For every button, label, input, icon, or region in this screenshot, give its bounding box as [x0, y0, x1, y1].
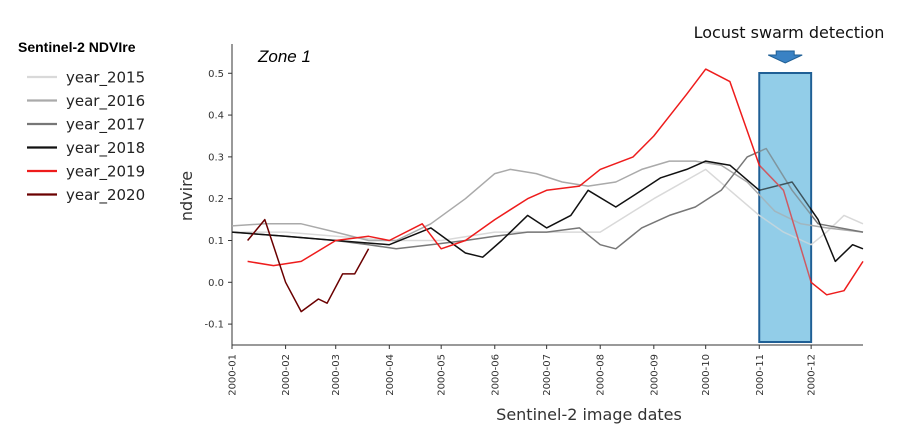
series-line-year_2017 — [231, 147, 864, 250]
y-tick-label: 0.1 — [208, 236, 224, 247]
legend-label: year_2020 — [66, 186, 145, 205]
y-axis-label: ndvire — [177, 171, 196, 221]
x-tick-label: 2000-01 — [228, 354, 239, 396]
x-tick-label: 2000-06 — [490, 354, 501, 396]
series-line-year_2019 — [247, 68, 864, 296]
series-line-year_2015 — [232, 168, 864, 246]
legend-label: year_2019 — [66, 163, 145, 182]
x-tick-label: 2000-02 — [281, 354, 292, 396]
x-tick-label: 2000-07 — [542, 354, 553, 396]
x-tick-label: 2000-05 — [437, 354, 448, 396]
y-tick-label: 0.0 — [208, 278, 224, 289]
down-arrow-icon — [767, 50, 803, 64]
x-tick-label: 2000-12 — [807, 354, 818, 396]
y-tick-label: -0.1 — [204, 320, 224, 331]
locust-detection-tint — [760, 74, 811, 341]
locust-detection-label: Locust swarm detection — [694, 23, 885, 42]
legend-label: year_2016 — [66, 92, 145, 111]
legend-label: year_2018 — [66, 139, 145, 158]
legend-label: year_2017 — [66, 116, 145, 135]
plot-area: -0.1 0.0 0.1 0.2 0.3 0.4 0.5 2000-01 2000-02 2000… — [204, 44, 864, 396]
x-tick-label: 2000-10 — [701, 354, 712, 396]
y-tick-label: 0.5 — [208, 69, 224, 80]
series-line-year_2020 — [247, 218, 370, 313]
x-tick-label: 2000-03 — [331, 354, 342, 396]
x-axis-label: Sentinel-2 image dates — [496, 405, 682, 424]
series-line-year_2018 — [231, 160, 864, 263]
legend-title: Sentinel-2 NDVIre — [18, 39, 136, 55]
locust-detection-box — [758, 72, 813, 343]
x-tick-label: 2000-04 — [385, 354, 396, 396]
zone-label: Zone 1 — [257, 47, 311, 66]
y-tick-label: 0.4 — [208, 111, 224, 122]
legend: Sentinel-2 NDVIre year_2015 year_2016year… — [18, 39, 145, 205]
x-tick-label: 2000-11 — [755, 354, 766, 396]
x-tick-label: 2000-08 — [596, 354, 607, 396]
y-tick-label: 0.2 — [208, 194, 224, 205]
legend-label: year_2015 — [66, 69, 145, 88]
y-tick-label: 0.3 — [208, 152, 224, 163]
x-tick-label: 2000-09 — [649, 354, 660, 396]
